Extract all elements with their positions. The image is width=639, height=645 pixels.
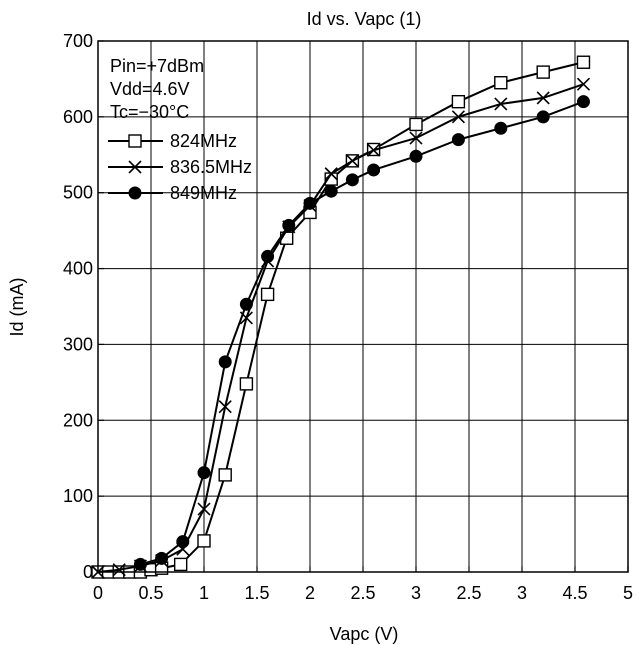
data-point xyxy=(345,154,359,168)
data-point xyxy=(494,121,508,135)
data-point xyxy=(451,110,465,124)
data-point xyxy=(324,167,338,181)
x-tick-label: 3 xyxy=(517,583,527,603)
data-point xyxy=(536,110,550,124)
x-axis-label: Vapc (V) xyxy=(330,624,399,644)
condition-annotation: Pin=+7dBm xyxy=(110,56,204,76)
data-point xyxy=(197,466,211,480)
data-point xyxy=(282,218,296,232)
x-tick-label: 5 xyxy=(623,583,633,603)
data-point xyxy=(576,55,591,69)
data-point xyxy=(197,534,211,548)
data-point xyxy=(239,377,254,391)
data-point xyxy=(176,535,190,549)
data-point xyxy=(451,133,465,147)
data-point xyxy=(173,557,188,572)
y-tick-label: 400 xyxy=(63,259,93,279)
x-tick-label: 2.5 xyxy=(456,583,481,603)
data-point xyxy=(261,249,275,263)
data-point xyxy=(536,65,550,79)
data-point xyxy=(409,117,423,132)
data-point xyxy=(367,143,381,157)
data-point xyxy=(367,163,381,177)
data-point xyxy=(133,557,147,571)
data-point xyxy=(303,196,317,210)
data-point xyxy=(576,95,590,109)
legend-marker xyxy=(128,160,142,174)
condition-annotation: Tc=−30°C xyxy=(110,102,189,122)
y-tick-label: 700 xyxy=(63,31,93,51)
x-tick-label: 1.5 xyxy=(244,583,269,603)
series-layer xyxy=(91,55,591,579)
series-836.5MHz xyxy=(91,77,591,579)
x-tick-label: 1 xyxy=(199,583,209,603)
data-point xyxy=(155,551,169,565)
legend: Pin=+7dBm Vdd=4.6V Tc=−30°C 824MHz 836.5MHz 8… xyxy=(108,56,252,203)
series-849MHz xyxy=(133,95,590,571)
data-point xyxy=(494,76,508,90)
x-tick-label: 0.5 xyxy=(138,583,163,603)
data-point xyxy=(218,468,232,482)
axis-ticks: 0 0.5 1 1.5 2 2.5 3 2.5 3 4.5 5 0 100 200 300 400 500 600… xyxy=(63,31,633,603)
data-point xyxy=(218,355,232,369)
x-tick-label: 3 xyxy=(411,583,421,603)
data-point xyxy=(409,149,423,163)
data-point xyxy=(345,173,359,187)
legend-label: 849MHz xyxy=(170,183,237,203)
legend-marker xyxy=(128,186,142,200)
data-point xyxy=(260,287,275,302)
legend-label: 824MHz xyxy=(170,131,237,151)
y-tick-label: 200 xyxy=(63,410,93,430)
data-point xyxy=(494,97,508,111)
x-tick-label: 4.5 xyxy=(562,583,587,603)
x-tick-label: 0 xyxy=(93,583,103,603)
data-point xyxy=(112,563,126,577)
y-axis-label: Id (mA) xyxy=(7,277,27,336)
data-point xyxy=(239,297,253,311)
y-tick-label: 600 xyxy=(63,107,93,127)
y-tick-label: 100 xyxy=(63,486,93,506)
data-point xyxy=(536,91,550,105)
data-point xyxy=(451,94,466,109)
series-824MHz xyxy=(91,55,591,579)
x-tick-label: 2.5 xyxy=(350,583,375,603)
x-tick-label: 2 xyxy=(305,583,315,603)
y-tick-label: 0 xyxy=(83,562,93,582)
chart-title: Id vs. Vapc (1) xyxy=(307,9,422,29)
condition-annotation: Vdd=4.6V xyxy=(110,79,190,99)
y-tick-label: 500 xyxy=(63,183,93,203)
data-point xyxy=(576,77,591,91)
plot-frame xyxy=(97,40,629,573)
legend-marker xyxy=(128,134,142,148)
data-point xyxy=(197,502,211,516)
legend-label: 836.5MHz xyxy=(170,157,252,177)
y-tick-label: 300 xyxy=(63,334,93,354)
data-point xyxy=(324,184,338,198)
data-point xyxy=(218,400,232,414)
data-point xyxy=(409,131,423,145)
